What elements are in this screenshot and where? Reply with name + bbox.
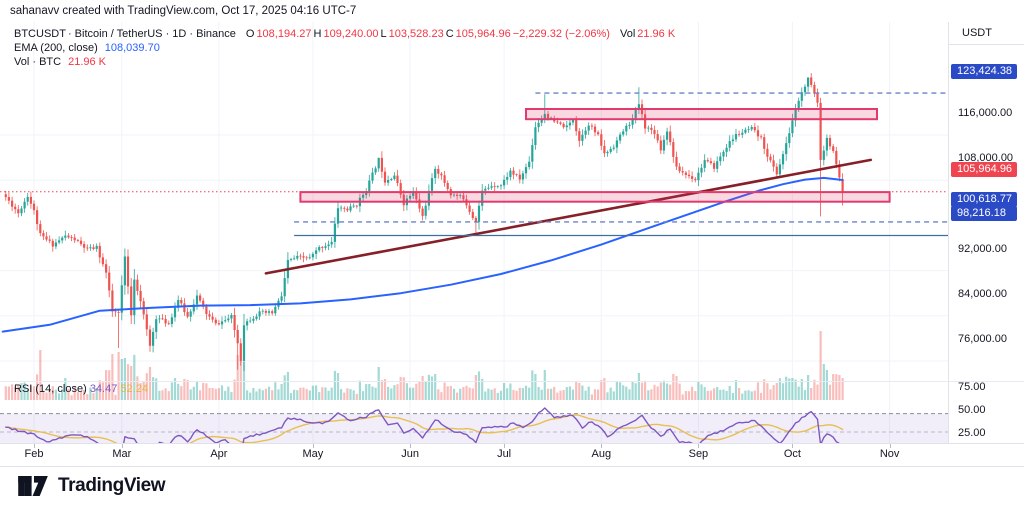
tradingview-logo-text: TradingView: [58, 475, 166, 496]
month-tick: [121, 444, 123, 448]
low-value: 103,528.23: [388, 28, 444, 40]
month-tick: [34, 444, 35, 448]
open-label: O: [245, 28, 255, 40]
month-label: Apr: [210, 448, 228, 460]
month-label: Mar: [112, 448, 132, 460]
vol-indicator-value: 21.96 K: [68, 56, 106, 68]
chart-legend: BTCUSDT · Bitcoin / TetherUS · 1D · Binan…: [14, 27, 677, 69]
ema-indicator-row: EMA (200, close) 108,039.70: [14, 41, 677, 55]
close-value: 105,964.96: [455, 28, 511, 40]
rsi-value: 34.47: [89, 383, 118, 395]
month-label: Oct: [783, 448, 801, 460]
price-axis-currency[interactable]: USDT: [949, 22, 1024, 45]
price-axis-label: 116,000.00: [958, 107, 1013, 119]
rsi-label[interactable]: RSI (14, close): [14, 383, 87, 395]
month-label: Sep: [688, 448, 709, 460]
price-badge-blue: 123,424.38: [951, 63, 1017, 79]
low-label: L: [380, 28, 387, 40]
watermark-attribution: sahanavv created with TradingView.com, O…: [10, 5, 357, 17]
month-label: Aug: [591, 448, 612, 460]
rsi-ma-value: 52.24: [120, 383, 148, 395]
month-label: Feb: [24, 448, 44, 460]
price-badge-blue: 98,216.18: [951, 205, 1017, 221]
vol-indicator-label[interactable]: Vol · BTC: [14, 56, 62, 68]
change-value: −2,229.32 (−2.06%): [512, 28, 610, 40]
price-axis-label: 108,000.00: [958, 152, 1014, 165]
price-axis-label: 92,000.00: [958, 242, 1007, 255]
tradingview-logo-icon: [18, 475, 48, 496]
symbol-desc: · Bitcoin / TetherUS · 1D · Binance: [67, 28, 236, 40]
high-value: 109,240.00: [323, 28, 379, 40]
month-label: May: [302, 448, 324, 460]
rsi-legend-row: RSI (14, close) 34.47 52.24: [14, 383, 148, 395]
price-axis[interactable]: USDT 116,000.00 108,000.00 92,000.00 84,000…: [948, 22, 1024, 465]
price-badge-red: 105,964.96: [951, 162, 1017, 178]
close-label: C: [445, 28, 454, 40]
month-tick: [504, 444, 506, 448]
tradingview-logo[interactable]: TradingView: [18, 475, 166, 497]
month-label: Jun: [401, 448, 419, 460]
price-axis-label: 84,000.00: [958, 287, 1007, 300]
chart-canvas[interactable]: [0, 22, 948, 465]
month-tick: [792, 444, 794, 448]
month-label: Nov: [879, 448, 900, 460]
rsi-axis-label: 50.00: [958, 404, 986, 416]
price-axis-label: 76,000.00: [958, 332, 1007, 345]
ema-label[interactable]: EMA (200, close): [14, 42, 98, 54]
month-tick: [312, 444, 314, 448]
symbol-name[interactable]: BTCUSDT: [14, 28, 66, 40]
volume-indicator-row: Vol · BTC 21.96 K: [14, 55, 677, 69]
price-badge-blue: 100,618.77: [951, 192, 1017, 208]
open-value: 108,194.27: [256, 28, 312, 40]
volume-value: 21.96 K: [637, 28, 676, 40]
month-tick: [889, 444, 891, 448]
month-tick: [601, 444, 603, 448]
time-axis[interactable]: Feb Mar Apr May Jun Jul Aug Sep Oct Nov: [0, 443, 1024, 467]
symbol-ohlc-row: BTCUSDT · Bitcoin / TetherUS · 1D · Binan…: [14, 27, 677, 41]
month-tick: [218, 444, 220, 448]
ema-value: 108,039.70: [104, 42, 160, 54]
rsi-axis-label: 75.00: [958, 381, 986, 393]
high-label: H: [313, 28, 322, 40]
month-label: Jul: [497, 448, 512, 460]
pane-separator[interactable]: [0, 381, 1024, 382]
volume-label: Vol: [619, 28, 636, 40]
month-tick: [698, 444, 700, 448]
rsi-axis-label: 25.00: [958, 427, 986, 439]
month-tick: [410, 444, 412, 448]
